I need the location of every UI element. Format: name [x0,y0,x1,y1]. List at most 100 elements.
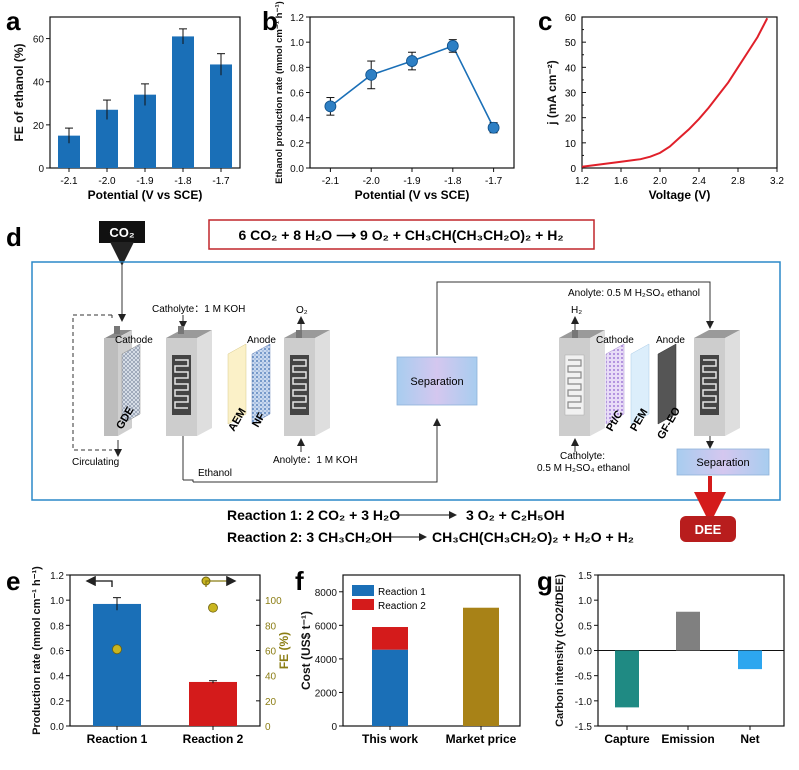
x-axis-label-c: Voltage (V) [649,188,711,202]
x-tick-label-a-1: -2.0 [98,176,116,187]
y-tick-label-g-2: -0.5 [575,672,593,683]
chart-f: 0 2000 4000 6000 8000 This work Market price Re… [299,574,521,746]
panel-letter-c: c [538,6,552,36]
data-point-b-0 [324,100,337,113]
panel-letter-f: f [295,566,304,596]
data-point-b-4 [487,121,500,134]
x-tick-label-g-1: Emission [661,732,714,746]
y-tick-label-f-2: 4000 [315,655,338,666]
h2-label: H₂ [571,305,582,316]
y-tick-label-g-5: 1.0 [578,596,592,607]
y2-tick-label-e-5: 100 [265,596,282,607]
plot-frame-c [581,16,778,169]
panel-letter-g: g [537,566,553,596]
legend-label-reaction2: Reaction 2 [378,601,426,612]
reaction2-equation: Reaction 2: 3 CH₃CH₂OH [227,529,392,545]
anolyte-right-label: Anolyte: 0.5 M H₂SO₄ ethanol [568,288,700,299]
x-tick-label-a-4: -1.7 [212,176,230,187]
bar-e-1 [189,681,237,726]
legend-swatch-reaction1 [352,585,374,596]
data-point-b-3 [446,40,459,52]
co2-box [99,221,145,243]
anolyte-left-label: Anolyte：1 M KOH [273,455,357,466]
dee-box [680,516,736,542]
y-tick-label-f-1: 2000 [315,688,338,699]
aem-membrane [227,343,247,425]
y-tick-label-c-0: 0 [570,164,576,175]
y2-tick-label-e-2: 40 [265,672,277,683]
y-tick-label-b-3: 0.6 [290,89,304,100]
x-tick-label-b-4: -1.7 [485,176,503,187]
y-tick-label-g-3: 0.0 [578,647,592,658]
x-tick-label-c-5: 3.2 [770,176,784,187]
process-frame [31,261,781,501]
gde-membrane [121,343,141,425]
legend-label-reaction1: Reaction 1 [378,587,426,598]
y-tick-label-e-5: 1.0 [50,596,64,607]
bar-f-reaction1 [372,649,408,726]
chart-e: 0.0 0.2 0.4 0.6 0.8 1.0 1.2 0 20 40 60 80 100 Reactio… [31,566,291,746]
bar-g-2 [738,650,762,670]
y-tick-label-f-3: 6000 [315,621,338,632]
panel-letter-e: e [6,566,20,596]
y2-tick-label-e-0: 0 [265,722,271,733]
pem-membrane [630,343,650,425]
legend-swatch-reaction2 [352,599,374,610]
y-tick-label-e-2: 0.4 [50,672,64,683]
x-tick-label-b-0: -2.1 [322,176,340,187]
data-point-b-2 [406,55,418,67]
bar-a-1 [96,109,118,168]
nf-membrane [251,343,271,425]
y-tick-label-f-0: 0 [331,722,337,733]
y-tick-label-e-4: 0.8 [50,621,64,632]
x-tick-label-b-2: -1.9 [403,176,421,187]
catholyte-left-label: Catholyte：1 M KOH [152,304,245,315]
x-tick-label-a-0: -2.1 [60,176,78,187]
y-tick-label-a-2: 40 [33,78,45,89]
separation-center-label: Separation [410,376,463,388]
fe-point-e-0 [112,644,122,655]
bar-g-0 [615,650,639,708]
reaction2-products: CH₃CH(CH₃CH₂O)₂ + H₂O + H₂ [432,529,634,545]
x-tick-label-c-3: 2.4 [692,176,706,187]
y-tick-label-c-12: 60 [565,13,577,24]
y-tick-label-e-6: 1.2 [50,571,64,582]
series-line-c [581,17,769,168]
x-tick-label-b-3: -1.8 [444,176,462,187]
x-tick-label-b-1: -2.0 [363,176,381,187]
y-tick-label-g-0: -1.5 [575,722,593,733]
y-tick-label-b-4: 0.8 [290,63,304,74]
y-tick-label-g-6: 1.5 [578,571,592,582]
panel-letter-a: a [6,6,21,36]
bar-a-0 [58,135,80,168]
x-tick-label-a-3: -1.8 [174,176,192,187]
left-axis-indicator-arrow [85,575,113,587]
y2-tick-label-e-1: 20 [265,697,277,708]
x-axis-label-a: Potential (V vs SCE) [88,188,203,202]
circulating-label: Circulating [72,457,119,468]
catholyte-right-label-1: Catholyte: [560,451,605,462]
y-tick-label-c-2: 10 [565,139,577,150]
left-cell-plate-2 [166,326,212,436]
y-tick-label-a-1: 20 [33,121,45,132]
reaction1-products: 3 O₂ + C₂H₅OH [466,507,565,523]
y-tick-label-b-1: 0.2 [290,139,304,150]
y-axis-label-b: Ethanol production rate (mmol cm⁻¹ h⁻¹) [274,1,285,184]
overall-equation-box [208,219,595,250]
process-schematic: CO₂ 6 CO₂ + 8 H₂O ⟶ 9 O₂ + CH₃CH(CH₃CH₂O… [31,219,781,545]
anode-left-label: Anode [247,335,276,346]
o2-label: O₂ [296,305,308,316]
co2-label: CO₂ [109,225,135,240]
bar-a-2 [134,94,156,168]
bar-g-1 [676,611,700,651]
y-axis-label-g: Carbon intensity (tCO2/tDEE) [554,574,566,727]
y2-tick-label-e-3: 60 [265,647,277,658]
right-cell-plate-1 [559,330,605,436]
bar-e-0 [93,603,141,726]
right-axis-indicator-arrow [205,575,237,587]
plot-frame-b [309,16,515,169]
y-tick-label-c-6: 30 [565,89,577,100]
y-axis-label-a: FE of ethanol (%) [12,44,26,142]
y-tick-label-b-6: 1.2 [290,13,304,24]
bar-a-3 [172,36,194,168]
